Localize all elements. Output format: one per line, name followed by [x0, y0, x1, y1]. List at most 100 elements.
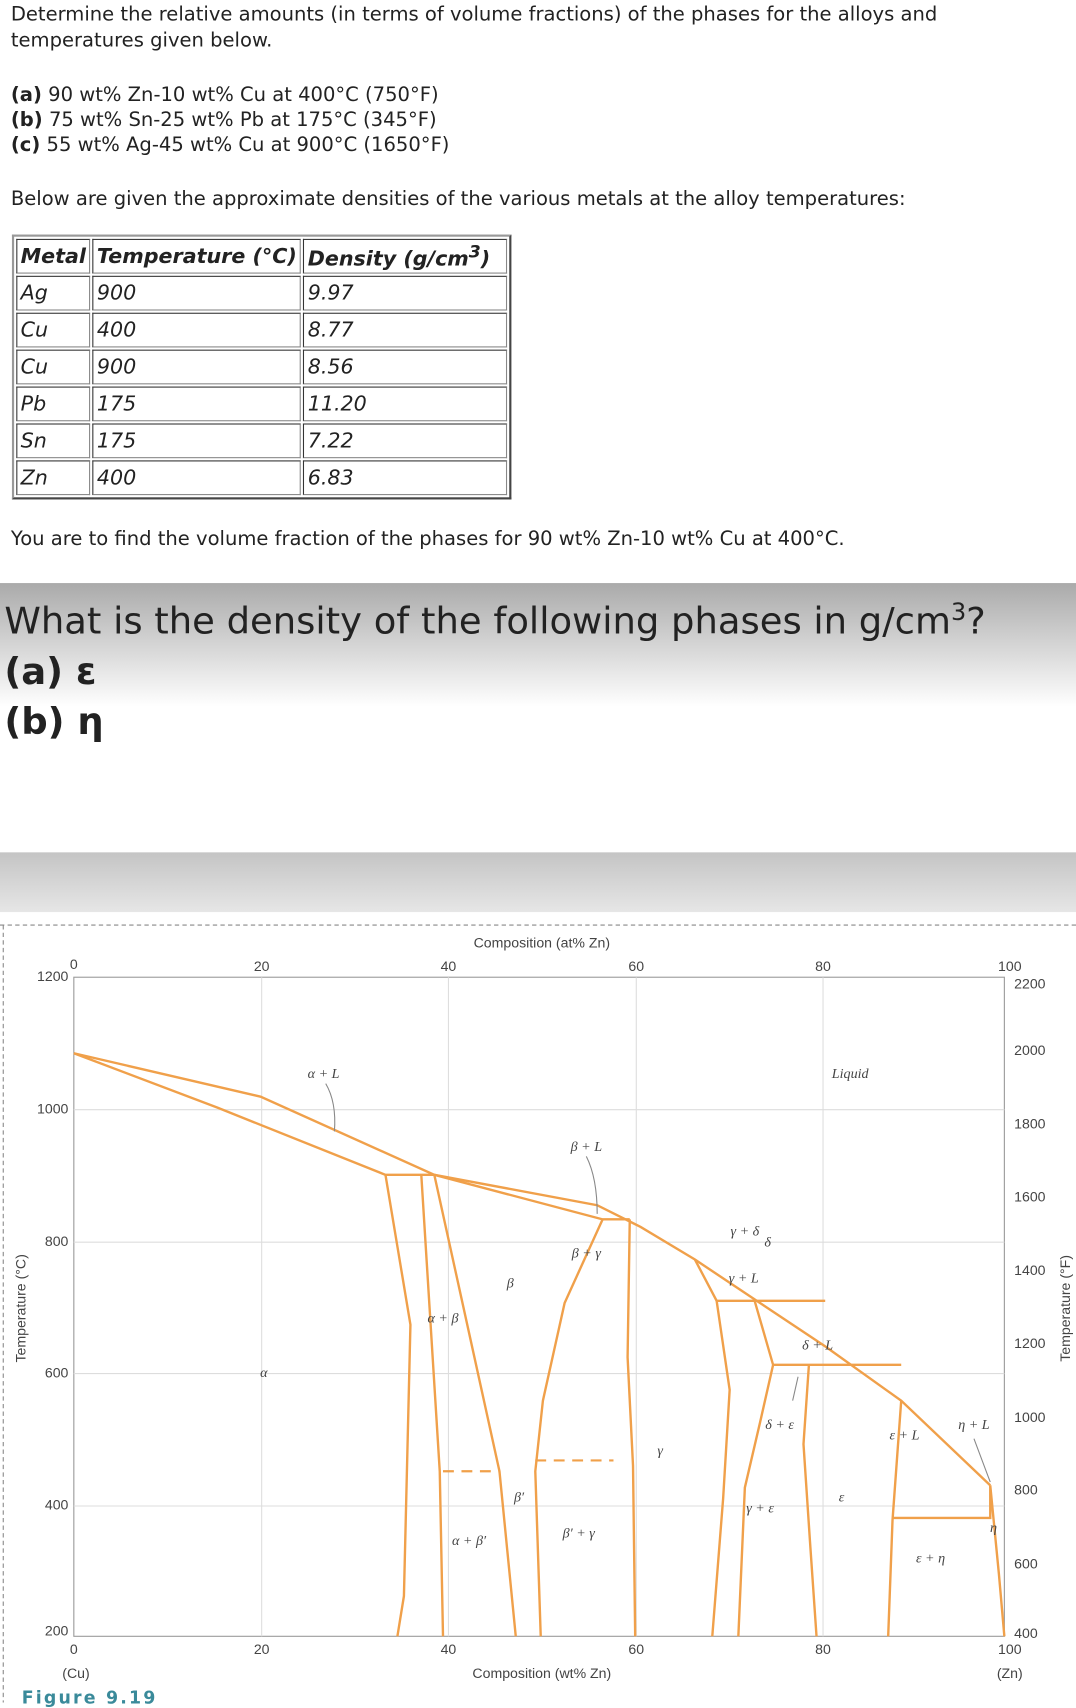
- item: (b) 75 wt% Sn-25 wt% Pb at 175°C (345°F): [11, 107, 437, 133]
- tick-label: 80: [815, 1641, 831, 1657]
- item-text: 55 wt% Ag-45 wt% Cu at 900°C (1650°F): [46, 133, 450, 157]
- table-cell: 175: [92, 423, 302, 459]
- table-cell: 7.22: [303, 423, 508, 459]
- table-cell: 8.77: [303, 312, 508, 348]
- tick-label: 0: [70, 1641, 78, 1657]
- tick-label: 400: [1014, 1625, 1038, 1641]
- phase-label: β′: [513, 1490, 525, 1506]
- plot-frame: [73, 976, 1005, 1637]
- table-cell: 11.20: [303, 386, 508, 422]
- table-row: Pb 175 11.20: [16, 386, 508, 422]
- phase-label: δ: [764, 1234, 771, 1250]
- table-cell: Sn: [16, 423, 91, 459]
- phase-label: ε + η: [916, 1550, 945, 1566]
- table-row: Sn 175 7.22: [16, 423, 508, 459]
- phase-label: γ + ε: [746, 1500, 774, 1516]
- table-cell: 900: [92, 349, 302, 385]
- table-body: Ag 900 9.97 Cu 400 8.77 Cu 900 8.56 Pb 175 11.20 Sn 1…: [16, 275, 508, 496]
- tick-label: 600: [45, 1364, 69, 1380]
- table-cell: Cu: [16, 349, 91, 385]
- tick-label: 600: [1014, 1555, 1038, 1571]
- table-cell: Cu: [16, 312, 91, 348]
- question-band: [0, 583, 1076, 714]
- figure-caption: Figure 9.19: [21, 1687, 158, 1708]
- header-cell: Density (g/cm3): [303, 238, 508, 274]
- axis-title: Temperature (°F): [1057, 1255, 1073, 1362]
- axis-title: Composition (at% Zn): [474, 934, 610, 950]
- table-row: Zn 400 6.83: [16, 460, 508, 496]
- item: (c) 55 wt% Ag-45 wt% Cu at 900°C (1650°F…: [11, 132, 450, 158]
- table-cell: 9.97: [303, 275, 508, 311]
- tick-label: 20: [254, 958, 270, 974]
- tick-label: 1000: [37, 1100, 69, 1116]
- table-cell: 400: [92, 460, 302, 496]
- density-table: Metal Temperature (°C) Density (g/cm3) Ag 9…: [11, 234, 512, 500]
- question: What is the density of the following pha…: [4, 599, 985, 643]
- table-cell: Pb: [16, 386, 91, 422]
- phase-label: η + L: [958, 1417, 990, 1433]
- tick-label: 100: [998, 1641, 1022, 1657]
- axis-title: Temperature (°C): [12, 1254, 28, 1362]
- phase-label: γ + δ: [731, 1224, 760, 1240]
- tick-label: 1800: [1014, 1116, 1046, 1132]
- phase-label: β + L: [570, 1139, 603, 1155]
- tick-label: 400: [45, 1497, 69, 1513]
- phase-label: δ + L: [802, 1338, 833, 1354]
- task: You are to find the volume fraction of t…: [10, 527, 845, 551]
- tick-label: 1600: [1014, 1188, 1046, 1204]
- phase-label: β: [506, 1276, 514, 1292]
- phase-label: ε + L: [889, 1428, 919, 1444]
- table-row: Ag 900 9.97: [16, 275, 508, 311]
- phase-label: β′ + γ: [562, 1525, 596, 1541]
- tick-label: 80: [815, 958, 831, 974]
- phase-label: β + γ: [571, 1245, 602, 1261]
- table-cell: 400: [92, 312, 302, 348]
- phase-label: ε: [839, 1490, 845, 1506]
- table-cell: 900: [92, 275, 302, 311]
- item-label: (c): [10, 133, 41, 157]
- header-cell: Temperature (°C): [92, 238, 302, 274]
- tick-label: 60: [628, 958, 644, 974]
- question-part: (a) ε: [4, 650, 97, 694]
- question-text: What is the density of the following pha…: [4, 599, 951, 644]
- tick-label: 20: [254, 1641, 270, 1657]
- tick-label: 200: [45, 1623, 69, 1639]
- phase-label: η: [990, 1520, 997, 1536]
- table-cell: 175: [92, 386, 302, 422]
- tick-label: 800: [45, 1233, 69, 1249]
- tick-label: 60: [628, 1641, 644, 1657]
- table-row: Cu 900 8.56: [16, 349, 508, 385]
- table-cell: 8.56: [303, 349, 508, 385]
- header-cell: Metal: [16, 238, 91, 274]
- question-part: (b) η: [4, 700, 104, 744]
- table-cell: Ag: [16, 275, 91, 311]
- densities-intro: Below are given the approximate densitie…: [10, 187, 906, 211]
- tick-label: 40: [441, 1641, 457, 1657]
- item-text: 90 wt% Zn-10 wt% Cu at 400°C (750°F): [48, 83, 439, 107]
- tick-label: 0: [70, 956, 78, 972]
- tick-label: 2200: [1014, 976, 1046, 992]
- header-text: ): [480, 247, 491, 272]
- tick-label: 100: [998, 958, 1022, 974]
- phase-label: α + β′: [452, 1533, 487, 1549]
- item-text: 75 wt% Sn-25 wt% Pb at 175°C (345°F): [48, 108, 437, 132]
- item: (a) 90 wt% Zn-10 wt% Cu at 400°C (750°F): [11, 83, 439, 109]
- labels: Composition (at% Zn)0 20 40 60 80 1000 20 40 60 8…: [12, 934, 1073, 1681]
- tick-label: 40: [441, 958, 457, 974]
- phase-label: γ: [657, 1443, 663, 1459]
- header-row: Metal Temperature (°C) Density (g/cm3): [16, 238, 508, 274]
- axis-note: (Cu): [62, 1665, 89, 1681]
- tick-label: 1000: [1014, 1409, 1046, 1425]
- table-cell: 6.83: [303, 460, 508, 496]
- item-label: (a): [10, 83, 42, 107]
- sup: 3: [468, 241, 481, 263]
- tick-label: 800: [1014, 1482, 1038, 1498]
- dashed-boundaries: [443, 1459, 614, 1473]
- phase-boundaries: [73, 1052, 1006, 1637]
- sup: 3: [950, 599, 967, 627]
- tick-label: 1200: [1014, 1335, 1046, 1351]
